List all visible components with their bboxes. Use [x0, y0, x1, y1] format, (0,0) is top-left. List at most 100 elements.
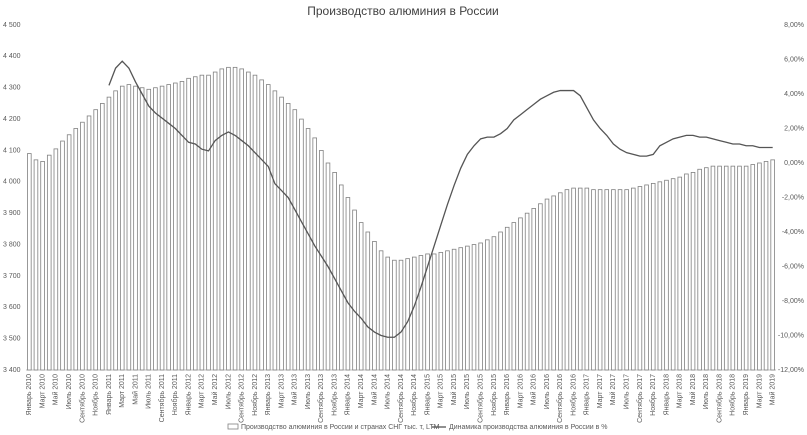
bar: [33, 159, 39, 371]
bar: [730, 165, 736, 371]
x-tick-label: Март 2011: [119, 374, 126, 408]
bar: [146, 88, 152, 371]
bar: [624, 189, 629, 371]
bar: [345, 197, 351, 371]
bar: [445, 250, 450, 371]
bar: [511, 222, 517, 371]
bar: [232, 66, 238, 371]
bar: [717, 165, 722, 371]
x-tick-label: Сентябрь 2011: [158, 374, 166, 422]
bar: [524, 212, 530, 371]
bar: [498, 231, 503, 371]
x-tick-label: Сентябрь 2013: [317, 374, 325, 423]
y-tick-label: 3 800: [3, 241, 21, 248]
bar: [126, 84, 132, 371]
x-tick-label: Сентябрь 2016: [556, 374, 564, 423]
bar: [650, 182, 656, 371]
bar: [491, 236, 497, 371]
x-tick-label: Май 2018: [689, 374, 697, 405]
bar: [352, 209, 357, 371]
bar: [219, 68, 225, 371]
x-tick-label: Июль 2017: [624, 374, 631, 409]
bar: [670, 178, 676, 371]
bar: [100, 103, 105, 371]
bar: [664, 179, 669, 371]
bar: [358, 222, 364, 371]
y2-tick-label: -8,00%: [782, 298, 804, 305]
bar: [206, 74, 211, 371]
x-tick-label: Ноябрь 2014: [410, 374, 418, 416]
x-tick-label: Сентябрь 2015: [476, 374, 484, 423]
bar: [305, 128, 311, 371]
bar: [591, 189, 596, 371]
x-tick-label: Сентябрь 2010: [78, 374, 86, 423]
x-tick-label: Июль 2015: [464, 374, 471, 409]
x-tick-label: Сентябрь 2018: [715, 374, 723, 423]
bar: [577, 187, 583, 371]
x-tick-label: Ноябрь 2012: [251, 374, 259, 416]
bar: [604, 189, 610, 371]
bar: [690, 172, 696, 371]
x-tick-label: Май 2019: [769, 374, 777, 405]
bar: [186, 77, 191, 371]
x-tick-label: Май 2012: [211, 374, 219, 405]
bar: [412, 256, 417, 371]
bar: [372, 241, 377, 371]
bar: [637, 186, 643, 371]
bar: [285, 103, 291, 371]
bar: [139, 87, 145, 371]
bar: [312, 137, 317, 371]
y2-tick-label: -12,00%: [778, 367, 804, 374]
x-tick-label: Январь 2013: [265, 374, 272, 416]
bar: [80, 121, 85, 371]
x-tick-label: Июль 2018: [703, 374, 710, 409]
bar: [53, 148, 59, 371]
bar: [252, 74, 258, 371]
bar: [153, 87, 158, 371]
bar: [159, 85, 165, 371]
y2-tick-label: 0,00%: [784, 160, 804, 167]
bar: [73, 128, 79, 371]
bar: [425, 253, 430, 371]
bar: [544, 198, 550, 371]
x-tick-label: Январь 2014: [345, 374, 352, 416]
bar: [723, 165, 729, 371]
x-tick-label: Ноябрь 2015: [490, 374, 498, 416]
bar: [571, 187, 576, 371]
x-tick-label: Сентябрь 2017: [636, 374, 644, 423]
y-tick-label: 3 600: [3, 304, 21, 311]
bar: [246, 71, 251, 371]
bar: [465, 245, 470, 371]
bar: [418, 255, 424, 371]
bar: [704, 167, 709, 371]
bar: [199, 74, 205, 371]
x-tick-label: Март 2015: [438, 374, 445, 408]
x-tick-label: Январь 2011: [106, 374, 113, 415]
bar: [192, 76, 198, 371]
bar: [478, 242, 483, 371]
bar: [332, 172, 337, 371]
x-tick-label: Июль 2016: [544, 374, 551, 409]
bar: [471, 244, 477, 371]
bar: [279, 96, 284, 371]
legend-swatch: [227, 423, 239, 430]
bar: [339, 184, 344, 371]
bar: [770, 159, 775, 371]
x-tick-label: Март 2014: [358, 374, 365, 408]
x-tick-label: Январь 2010: [26, 374, 33, 416]
x-tick-label: Май 2016: [530, 374, 538, 405]
bar: [106, 96, 112, 371]
bar: [40, 161, 45, 371]
x-tick-label: Ноябрь 2018: [729, 374, 737, 416]
bar: [584, 187, 590, 371]
x-tick-label: Март 2010: [39, 374, 46, 408]
bar: [710, 165, 716, 371]
bar: [644, 184, 649, 371]
bar: [518, 217, 523, 371]
x-tick-label: Июль 2014: [385, 374, 392, 409]
y-tick-label: 4 200: [3, 116, 21, 123]
x-tick-label: Май 2013: [291, 374, 299, 405]
bar: [60, 140, 65, 371]
bar: [27, 153, 32, 371]
